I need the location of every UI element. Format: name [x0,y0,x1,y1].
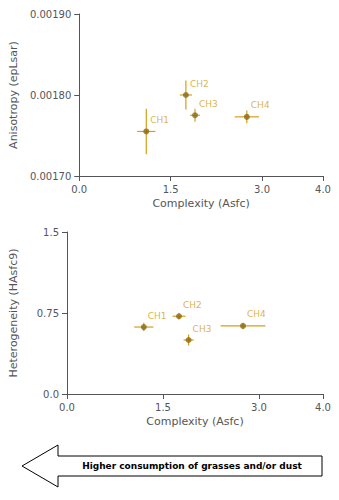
svg-text:CH4: CH4 [251,100,270,110]
svg-text:Higher consumption of grasses: Higher consumption of grasses and/or dus… [82,461,302,471]
svg-text:1.5: 1.5 [163,184,179,195]
svg-text:CH3: CH3 [193,324,212,334]
svg-text:0.00190: 0.00190 [30,9,71,20]
svg-text:CH4: CH4 [247,309,266,319]
svg-text:4.0: 4.0 [315,184,331,195]
svg-text:0.0: 0.0 [43,389,59,400]
svg-text:CH1: CH1 [148,311,167,321]
svg-text:0.75: 0.75 [37,308,59,319]
svg-text:Complexity (Asfc): Complexity (Asfc) [146,415,243,428]
svg-text:CH2: CH2 [190,79,209,89]
svg-text:CH1: CH1 [150,115,169,125]
svg-text:Complexity (Asfc): Complexity (Asfc) [152,197,249,210]
svg-text:CH3: CH3 [199,99,218,109]
svg-text:CH2: CH2 [183,300,202,310]
svg-text:1.5: 1.5 [43,227,59,238]
svg-text:Anisotropy (epLsar): Anisotropy (epLsar) [7,41,20,149]
svg-text:4.0: 4.0 [315,402,331,413]
svg-text:1.5: 1.5 [155,402,171,413]
svg-text:0.0: 0.0 [59,402,75,413]
svg-text:0.0: 0.0 [71,184,87,195]
svg-text:0.00170: 0.00170 [30,171,71,182]
svg-text:Heterogeneity (HAsfc9): Heterogeneity (HAsfc9) [7,248,20,377]
svg-text:3.0: 3.0 [251,402,267,413]
svg-text:3.0: 3.0 [254,184,270,195]
svg-text:0.00180: 0.00180 [30,90,71,101]
